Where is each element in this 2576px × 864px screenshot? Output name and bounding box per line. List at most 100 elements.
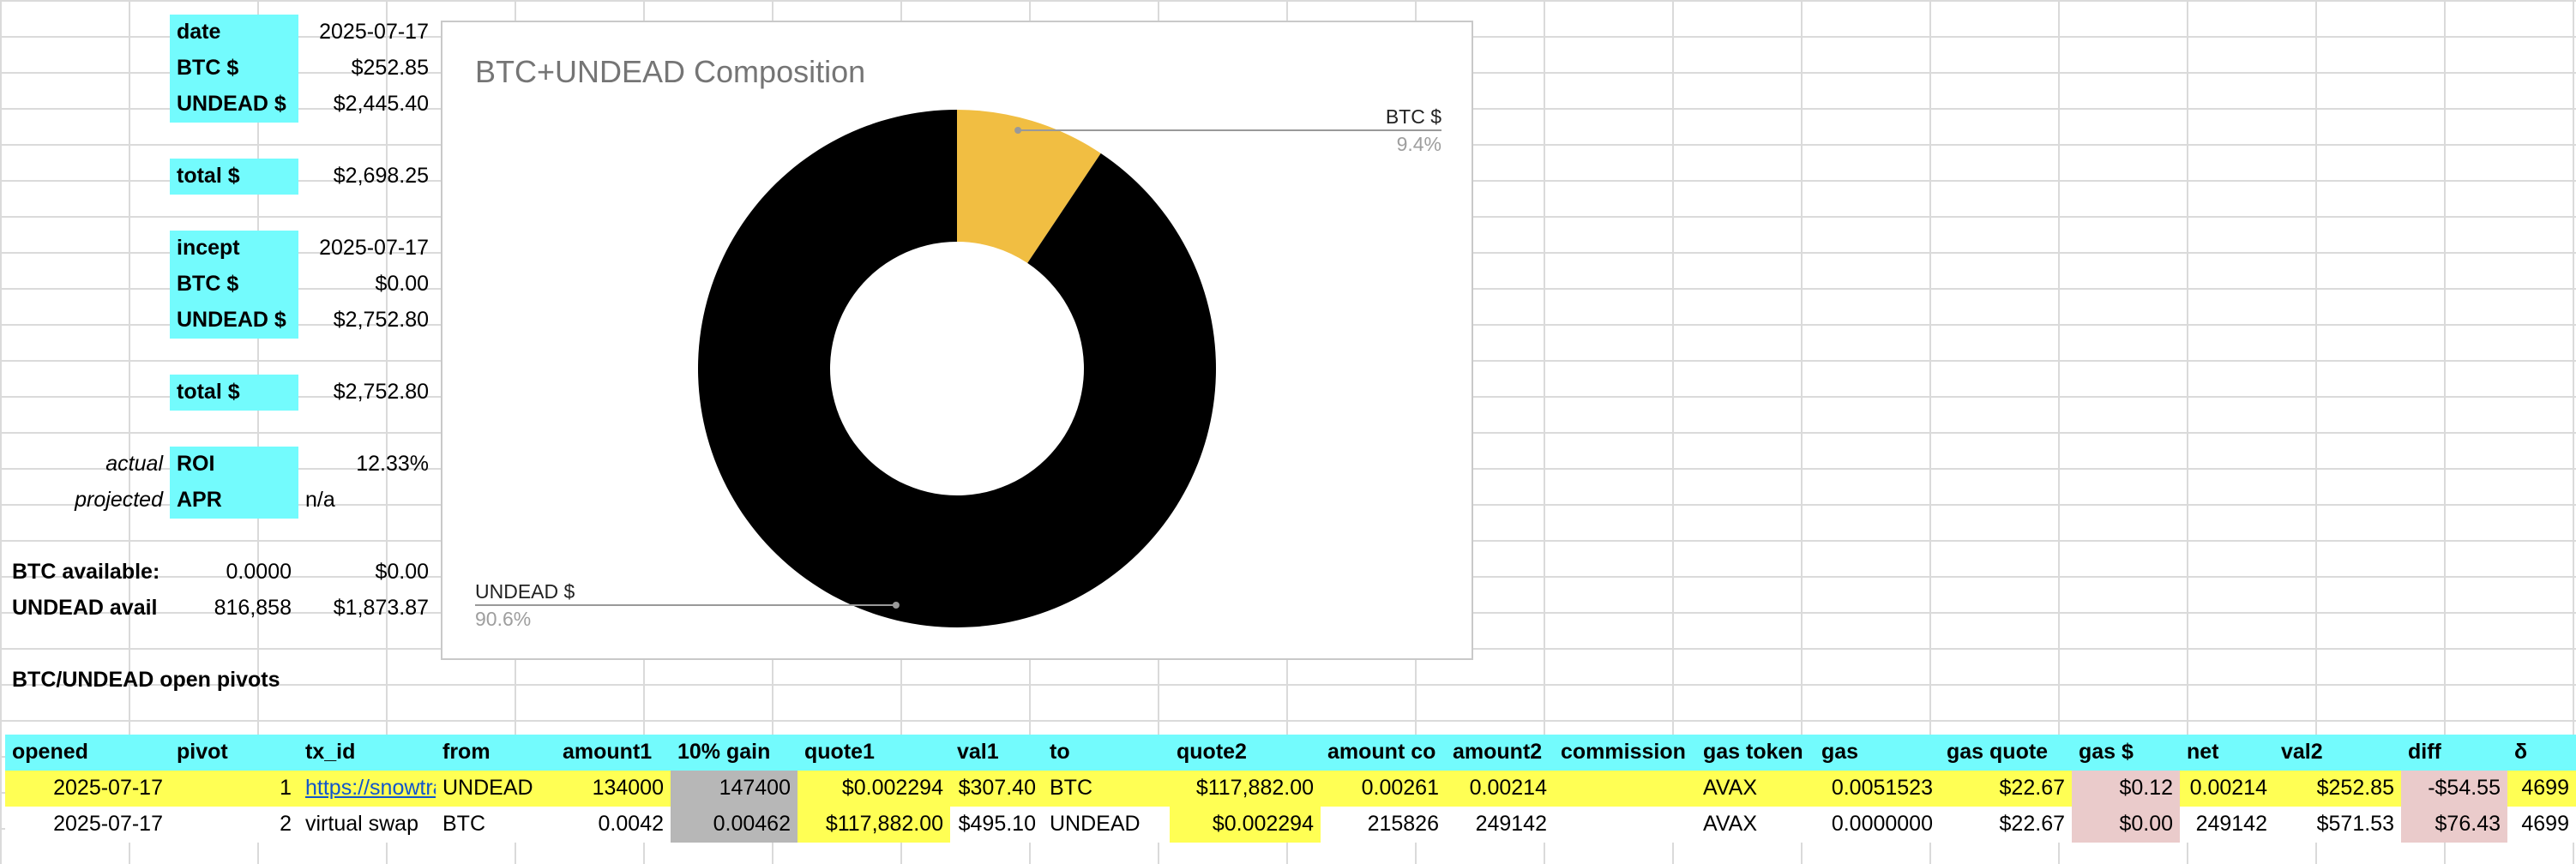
undead-available-amount[interactable]: 816,858	[214, 596, 292, 620]
table-cell-r0-c12[interactable]	[1554, 771, 1696, 807]
table-cell-r1-c1[interactable]: 2	[170, 807, 298, 843]
column-header-17[interactable]: net	[2180, 735, 2274, 771]
table-cell-r0-c1[interactable]: 1	[170, 771, 298, 807]
table-cell-r1-c15[interactable]: $22.67	[1940, 807, 2072, 843]
table-cell-r1-c13[interactable]: AVAX	[1696, 807, 1815, 843]
table-cell-r0-c2[interactable]: https://snowtrace.io	[298, 771, 436, 807]
leader-dot-1	[892, 602, 900, 609]
table-cell-r1-c11[interactable]: 249142	[1446, 807, 1554, 843]
undead-available-label[interactable]: UNDEAD avail	[12, 596, 158, 620]
btc-available-amount[interactable]: 0.0000	[226, 560, 292, 584]
column-header-5[interactable]: 10% gain	[671, 735, 797, 771]
column-header-12[interactable]: commission	[1554, 735, 1696, 771]
roi-label[interactable]: ROI	[170, 447, 298, 483]
table-cell-r0-c3[interactable]: UNDEAD	[436, 771, 556, 807]
donut-chart-svg: BTC+UNDEAD Composition BTC $ 9.4% UNDEAD $…	[475, 54, 1441, 630]
donut-slice-btc[interactable]	[957, 110, 1101, 263]
btc2-label[interactable]: BTC $	[170, 267, 298, 303]
table-cell-r0-c4[interactable]: 134000	[556, 771, 671, 807]
column-header-0[interactable]: opened	[5, 735, 170, 771]
column-header-3[interactable]: from	[436, 735, 556, 771]
column-header-7[interactable]: val1	[950, 735, 1043, 771]
incept-label[interactable]: incept	[170, 231, 298, 267]
total2-label[interactable]: total $	[170, 375, 298, 411]
table-cell-r0-c10[interactable]: 0.00261	[1321, 771, 1446, 807]
table-cell-r0-c7[interactable]: $307.40	[950, 771, 1043, 807]
btc-available-label[interactable]: BTC available:	[12, 560, 160, 584]
column-header-2[interactable]: tx_id	[298, 735, 436, 771]
table-cell-r1-c17[interactable]: 249142	[2180, 807, 2274, 843]
table-cell-r0-c8[interactable]: BTC	[1043, 771, 1170, 807]
table-cell-r0-c9[interactable]: $117,882.00	[1170, 771, 1321, 807]
total2-value[interactable]: $2,752.80	[333, 380, 429, 404]
table-cell-r1-c9[interactable]: $0.002294	[1170, 807, 1321, 843]
table-cell-r0-c6[interactable]: $0.002294	[797, 771, 950, 807]
btc-value[interactable]: $252.85	[351, 56, 429, 80]
composition-chart[interactable]: BTC+UNDEAD Composition BTC $ 9.4% UNDEAD $…	[441, 21, 1473, 660]
undead2-value[interactable]: $2,752.80	[333, 308, 429, 332]
table-cell-r1-c16[interactable]: $0.00	[2072, 807, 2180, 843]
column-header-14[interactable]: gas	[1815, 735, 1940, 771]
table-cell-r0-c16[interactable]: $0.12	[2072, 771, 2180, 807]
table-cell-r1-c3[interactable]: BTC	[436, 807, 556, 843]
column-header-10[interactable]: amount co	[1321, 735, 1446, 771]
undead-label[interactable]: UNDEAD $	[170, 87, 298, 123]
table-cell-r0-c13[interactable]: AVAX	[1696, 771, 1815, 807]
table-cell-r1-c5[interactable]: 0.00462	[671, 807, 797, 843]
incept-value[interactable]: 2025-07-17	[319, 236, 429, 260]
table-cell-r1-c20[interactable]: 4699	[2507, 807, 2576, 843]
date-value[interactable]: 2025-07-17	[319, 20, 429, 44]
table-cell-r0-c17[interactable]: 0.00214	[2180, 771, 2274, 807]
table-cell-r1-c0[interactable]: 2025-07-17	[5, 807, 170, 843]
donut-slice-undead[interactable]	[698, 110, 1216, 627]
btc-label[interactable]: BTC $	[170, 51, 298, 87]
table-cell-r0-c5[interactable]: 147400	[671, 771, 797, 807]
undead2-label[interactable]: UNDEAD $	[170, 303, 298, 339]
table-cell-r0-c15[interactable]: $22.67	[1940, 771, 2072, 807]
column-header-16[interactable]: gas $	[2072, 735, 2180, 771]
table-cell-r1-c19[interactable]: $76.43	[2401, 807, 2507, 843]
column-header-1[interactable]: pivot	[170, 735, 298, 771]
btc-available-usd[interactable]: $0.00	[375, 560, 429, 584]
column-header-20[interactable]: δ	[2507, 735, 2576, 771]
column-header-9[interactable]: quote2	[1170, 735, 1321, 771]
table-cell-r0-c19[interactable]: -$54.55	[2401, 771, 2507, 807]
undead-available-usd[interactable]: $1,873.87	[333, 596, 429, 620]
table-cell-r0-c14[interactable]: 0.0051523	[1815, 771, 1940, 807]
leader-dot-0	[1014, 127, 1022, 134]
actual-label[interactable]: actual	[105, 452, 163, 476]
slice-percent-1: 90.6%	[475, 608, 531, 630]
table-cell-r1-c14[interactable]: 0.0000000	[1815, 807, 1940, 843]
projected-label[interactable]: projected	[75, 488, 163, 512]
column-header-6[interactable]: quote1	[797, 735, 950, 771]
total-label[interactable]: total $	[170, 159, 298, 195]
total-value[interactable]: $2,698.25	[333, 164, 429, 188]
roi-value[interactable]: 12.33%	[356, 452, 429, 476]
column-header-11[interactable]: amount2	[1446, 735, 1554, 771]
table-cell-r1-c12[interactable]	[1554, 807, 1696, 843]
slice-label-0: BTC $	[1386, 105, 1441, 128]
column-header-8[interactable]: to	[1043, 735, 1170, 771]
pivots-section-title[interactable]: BTC/UNDEAD open pivots	[12, 668, 280, 692]
column-header-18[interactable]: val2	[2274, 735, 2401, 771]
date-label[interactable]: date	[170, 15, 298, 51]
btc2-value[interactable]: $0.00	[375, 272, 429, 296]
column-header-4[interactable]: amount1	[556, 735, 671, 771]
table-cell-r1-c2[interactable]: virtual swap	[298, 807, 436, 843]
column-header-13[interactable]: gas token	[1696, 735, 1815, 771]
apr-label[interactable]: APR	[170, 483, 298, 519]
table-cell-r0-c18[interactable]: $252.85	[2274, 771, 2401, 807]
table-cell-r0-c0[interactable]: 2025-07-17	[5, 771, 170, 807]
table-cell-r1-c6[interactable]: $117,882.00	[797, 807, 950, 843]
table-cell-r1-c4[interactable]: 0.0042	[556, 807, 671, 843]
undead-value[interactable]: $2,445.40	[333, 92, 429, 116]
column-header-15[interactable]: gas quote	[1940, 735, 2072, 771]
column-header-19[interactable]: diff	[2401, 735, 2507, 771]
table-cell-r1-c8[interactable]: UNDEAD	[1043, 807, 1170, 843]
table-cell-r1-c18[interactable]: $571.53	[2274, 807, 2401, 843]
table-cell-r1-c10[interactable]: 215826	[1321, 807, 1446, 843]
table-cell-r1-c7[interactable]: $495.10	[950, 807, 1043, 843]
apr-value[interactable]: n/a	[305, 488, 335, 512]
table-cell-r0-c20[interactable]: 4699	[2507, 771, 2576, 807]
table-cell-r0-c11[interactable]: 0.00214	[1446, 771, 1554, 807]
